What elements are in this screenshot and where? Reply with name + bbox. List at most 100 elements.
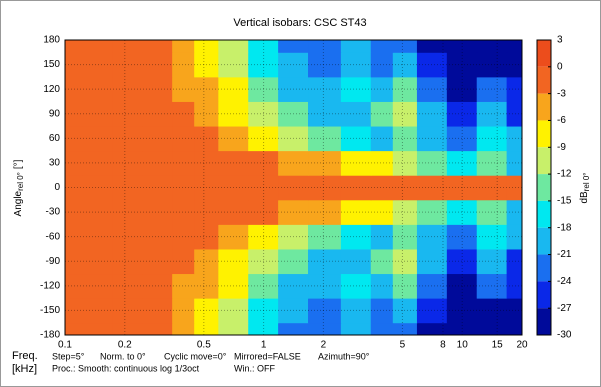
contour-cell [370,76,394,102]
contour-cell [142,101,173,127]
contour-cell [248,322,279,336]
contour-cell [172,224,195,250]
contour-cell [506,150,523,176]
contour-cell [392,224,418,250]
contour-cell [142,224,173,250]
x-tick-label: 20 [516,340,528,351]
contour-cell [370,224,394,250]
contour-cell [416,101,448,127]
contour-cell [392,199,418,225]
colorbar-tick-label: -30 [557,330,572,341]
contour-cell [112,40,143,53]
contour-cell [446,298,478,324]
contour-cell [218,76,249,102]
colorbar-tick-label: -21 [557,249,572,260]
contour-cell [476,273,508,299]
contour-cell [446,150,478,176]
contour-cell [476,126,508,152]
contour-cell [142,40,173,53]
contour-cell [370,175,394,201]
contour-cell [82,150,113,176]
contour-cell [82,224,113,250]
contour-cell [392,273,418,299]
contour-cell [392,298,418,324]
contour-cell [446,40,478,53]
contour-cell [82,101,113,127]
contour-cell [506,101,523,127]
contour-cell [392,40,418,53]
contour-cell [278,273,309,299]
contour-cell [446,199,478,225]
colorbar-tick-label: -6 [557,115,566,126]
contour-cell [416,248,448,275]
contour-cell [142,248,173,275]
contour-cell [65,150,83,176]
contour-cell [112,126,143,152]
contour-cell [308,101,342,127]
contour-cell [142,150,173,176]
y-tick-label: 150 [43,59,60,70]
contour-cell [112,199,143,225]
contour-cell [82,52,113,78]
contour-cell [172,126,195,152]
y-label-sub: rel 0° [16,172,25,191]
contour-cell [278,175,309,201]
footer-text: Win.: OFF [234,363,275,373]
footer-text: [kHz] [12,363,37,375]
contour-cell [340,40,372,53]
contour-cell [142,175,173,201]
contour-cell [370,298,394,324]
contour-cell [340,248,372,275]
contour-cell [476,40,508,53]
contour-cell [218,322,249,336]
y-tick-label: 180 [43,35,60,46]
contour-cell [82,76,113,102]
contour-cell [112,52,143,78]
contour-cell [340,298,372,324]
x-tick-label: 15 [492,340,504,351]
contour-cell [65,126,83,152]
contour-cell [506,248,523,275]
contour-cell [278,40,309,53]
contour-cell [416,322,448,336]
contour-cell [172,52,195,78]
contour-cell [112,150,143,176]
contour-cell [65,322,83,336]
contour-cell [278,322,309,336]
contour-cell [446,224,478,250]
colorbar-band [537,120,551,148]
y-tick-label: -180 [40,330,60,341]
contour-cell [194,199,219,225]
contour-cell [392,150,418,176]
contour-cell [65,175,83,201]
contour-cell [172,101,195,127]
contour-cell [248,224,279,250]
contour-cell [476,298,508,324]
contour-cell [392,101,418,127]
contour-cell [370,150,394,176]
contour-cell [446,273,478,299]
contour-cell [142,76,173,102]
contour-cell [194,175,219,201]
contour-cell [218,199,249,225]
contour-cell [416,224,448,250]
y-tick-label: 30 [49,158,61,169]
contour-cell [65,76,83,102]
y-tick-label: 60 [49,133,61,144]
contour-cell [278,298,309,324]
contour-cell [194,40,219,53]
colorbar-tick-label: -12 [557,169,572,180]
contour-cell [82,248,113,275]
x-tick-label: 0.2 [118,340,132,351]
contour-cell [476,52,508,78]
contour-cell [112,248,143,275]
contour-cell [194,224,219,250]
y-label-unit: [°] [13,159,24,169]
contour-cell [416,199,448,225]
contour-cell [248,273,279,299]
contour-cell [446,175,478,201]
y-tick-label: 120 [43,84,60,95]
y-tick-label: -60 [46,231,61,242]
contour-cell [248,76,279,102]
